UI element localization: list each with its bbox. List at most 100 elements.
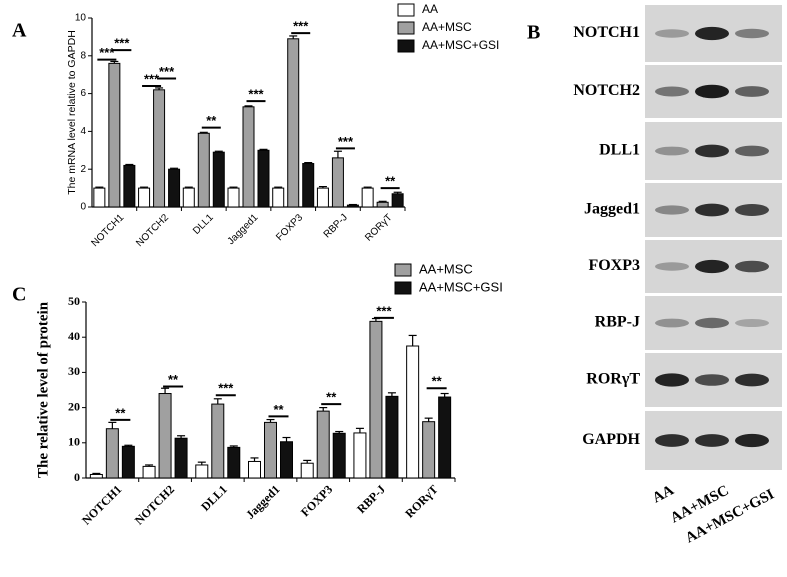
bar — [142, 465, 156, 479]
significance-label: ** — [273, 402, 284, 417]
significance-label: *** — [144, 71, 160, 86]
bar — [257, 149, 270, 208]
y-tick-label: 8 — [80, 50, 86, 61]
y-tick-label: 4 — [80, 126, 86, 137]
bar — [300, 462, 314, 479]
bar — [242, 106, 255, 208]
bar — [93, 187, 106, 208]
blot-band — [695, 144, 729, 158]
legend-label: AA+MSC — [419, 261, 473, 276]
bar — [422, 421, 436, 479]
bar — [376, 201, 389, 208]
bar — [385, 395, 399, 479]
panel-letter: A — [12, 20, 27, 42]
blot-band — [655, 262, 689, 271]
legend-swatch — [397, 39, 415, 53]
blot-band — [695, 259, 729, 274]
significance-label: ** — [385, 174, 396, 189]
blot-band — [655, 29, 689, 38]
bar — [174, 437, 188, 479]
blot-band — [695, 203, 729, 217]
y-axis-label: The relative level of protein — [35, 301, 51, 478]
significance-label: *** — [338, 134, 354, 149]
bar — [302, 163, 315, 208]
bar — [89, 473, 103, 479]
bar — [438, 396, 452, 479]
bar — [391, 193, 404, 208]
blot-band — [655, 434, 689, 447]
significance-label: *** — [114, 36, 130, 51]
legend-label: AA+MSC+GSI — [419, 279, 503, 294]
significance-label: ** — [115, 405, 126, 420]
bar — [121, 445, 135, 479]
bar — [211, 403, 225, 479]
blot-band — [655, 146, 689, 156]
blot-band — [695, 26, 729, 41]
significance-label: ** — [206, 113, 217, 128]
blot-row-label: RORγT — [586, 371, 640, 388]
significance-label: ** — [168, 372, 179, 387]
y-tick-label: 0 — [74, 470, 80, 484]
blot-band — [695, 374, 729, 386]
bar — [280, 441, 293, 479]
y-tick-label: 20 — [68, 399, 80, 413]
blot-band — [735, 28, 769, 39]
blot-band — [735, 145, 769, 157]
legend-label: AA+MSC+GSI — [422, 38, 499, 52]
blot-band — [735, 433, 769, 448]
bar — [272, 187, 285, 208]
bar — [168, 168, 181, 208]
bar — [105, 428, 119, 479]
blot-band — [695, 434, 729, 447]
bar — [264, 421, 277, 479]
blot-row-label: DLL1 — [599, 142, 640, 159]
y-axis-label: The mRNA level relative to GAPDH — [66, 30, 78, 195]
blot-band — [695, 84, 729, 99]
significance-label: *** — [218, 381, 234, 396]
bar — [248, 460, 261, 479]
significance-label: *** — [248, 87, 264, 102]
bar — [108, 62, 121, 208]
bar — [153, 89, 166, 208]
blot-band — [655, 86, 689, 97]
blot-band — [695, 317, 729, 329]
bar — [331, 157, 344, 208]
y-tick-label: 10 — [75, 13, 87, 24]
bar — [182, 187, 195, 208]
bar — [123, 164, 136, 208]
legend-label: AA+MSC — [422, 20, 472, 34]
blot-row-label: NOTCH1 — [573, 24, 640, 41]
bar — [195, 464, 209, 479]
blot-band — [655, 205, 689, 215]
y-tick-label: 2 — [80, 164, 86, 175]
bar — [158, 393, 172, 479]
significance-label: *** — [376, 303, 392, 318]
y-tick-label: 40 — [68, 329, 80, 343]
y-tick-label: 6 — [80, 88, 86, 99]
bar — [316, 410, 330, 479]
blot-band — [735, 260, 769, 273]
blot-band — [735, 204, 769, 216]
blot-band — [655, 318, 689, 328]
blot-row-label: RBP-J — [595, 314, 640, 331]
y-tick-label: 30 — [68, 364, 80, 378]
significance-label: *** — [293, 19, 309, 34]
bar — [332, 432, 346, 479]
blot-row-label: GAPDH — [582, 431, 640, 448]
blot-band — [735, 373, 769, 387]
y-tick-label: 0 — [80, 202, 86, 213]
significance-label: ** — [432, 374, 443, 389]
bar — [361, 187, 374, 208]
bar — [346, 204, 359, 208]
blot-band — [735, 319, 769, 327]
bar — [353, 432, 367, 479]
legend-label: AA — [422, 2, 438, 16]
blot-row-label: NOTCH2 — [573, 82, 640, 99]
bar — [227, 446, 241, 479]
blot-band — [735, 86, 769, 97]
bar — [212, 151, 225, 208]
legend-swatch — [394, 263, 412, 277]
legend-swatch — [397, 3, 415, 17]
y-tick-label: 50 — [68, 294, 80, 308]
